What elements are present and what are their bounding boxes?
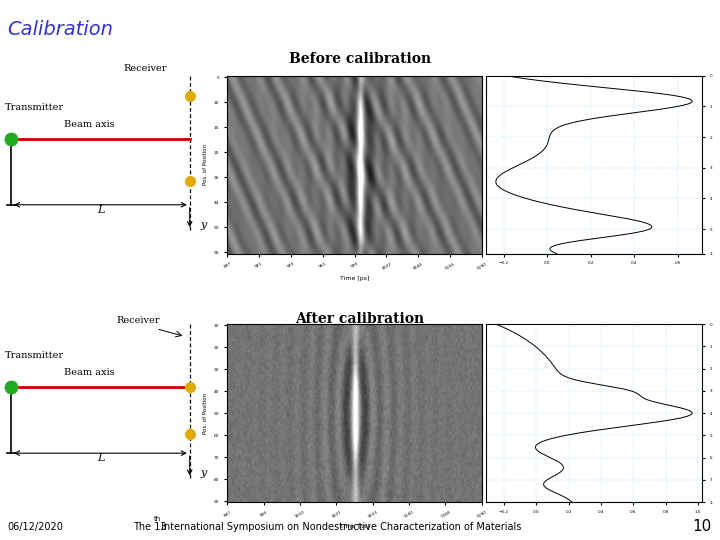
Text: Transmitter: Transmitter bbox=[4, 352, 63, 361]
Text: Beam axis: Beam axis bbox=[64, 120, 114, 129]
Text: The 13: The 13 bbox=[133, 522, 167, 532]
Text: y: y bbox=[201, 469, 207, 478]
Text: Beam axis: Beam axis bbox=[64, 368, 114, 377]
Text: th: th bbox=[154, 516, 161, 522]
Y-axis label: Pos. of Position: Pos. of Position bbox=[203, 393, 208, 434]
X-axis label: Time [ps]: Time [ps] bbox=[340, 524, 369, 529]
Text: L: L bbox=[96, 453, 104, 463]
Text: Receiver: Receiver bbox=[117, 316, 160, 325]
Text: International Symposium on Nondestructive Characterization of Materials: International Symposium on Nondestructiv… bbox=[158, 522, 522, 532]
Text: Transmitter: Transmitter bbox=[4, 103, 63, 112]
Text: Receiver: Receiver bbox=[123, 64, 167, 72]
X-axis label: Time [ps]: Time [ps] bbox=[340, 276, 369, 281]
Text: y: y bbox=[201, 220, 207, 230]
Text: 06/12/2020: 06/12/2020 bbox=[7, 522, 63, 532]
Text: Before calibration: Before calibration bbox=[289, 52, 431, 66]
Text: After calibration: After calibration bbox=[295, 312, 425, 326]
Text: L: L bbox=[96, 205, 104, 214]
Text: 10: 10 bbox=[693, 519, 711, 534]
Text: Calibration: Calibration bbox=[7, 20, 113, 39]
Y-axis label: Pos. of Position: Pos. of Position bbox=[203, 144, 208, 185]
